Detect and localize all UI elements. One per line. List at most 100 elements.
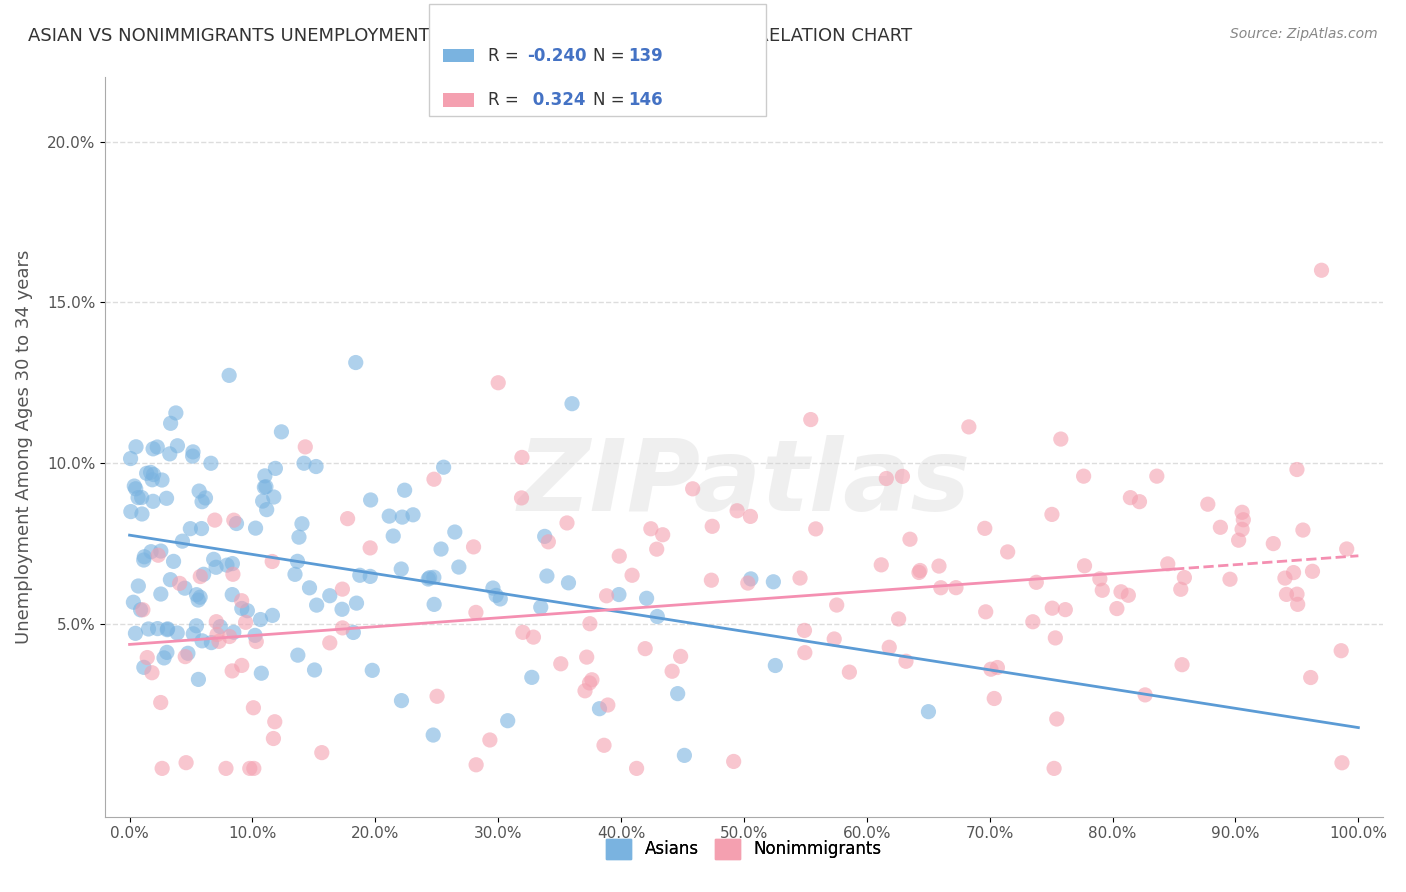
Nonimmigrants <box>1275 587 1298 601</box>
Nonimmigrants <box>1073 469 1095 483</box>
Asians <box>138 622 160 636</box>
Nonimmigrants <box>294 440 316 454</box>
Nonimmigrants <box>174 756 197 770</box>
Asians <box>423 598 446 612</box>
Asians <box>156 622 179 636</box>
Nonimmigrants <box>891 469 914 483</box>
Nonimmigrants <box>205 615 228 629</box>
Nonimmigrants <box>793 624 815 638</box>
Nonimmigrants <box>581 673 603 687</box>
Nonimmigrants <box>149 696 172 710</box>
Nonimmigrants <box>221 664 243 678</box>
Nonimmigrants <box>1073 558 1095 573</box>
Asians <box>149 544 172 558</box>
Asians <box>636 591 658 606</box>
Nonimmigrants <box>174 649 197 664</box>
Nonimmigrants <box>1118 588 1140 602</box>
Asians <box>200 635 222 649</box>
Nonimmigrants <box>1299 671 1322 685</box>
Nonimmigrants <box>1286 598 1309 612</box>
Nonimmigrants <box>311 746 333 760</box>
Asians <box>142 442 165 456</box>
Nonimmigrants <box>997 545 1019 559</box>
Asians <box>349 568 371 582</box>
Asians <box>159 417 181 431</box>
Text: N =: N = <box>593 91 630 109</box>
Asians <box>162 554 184 568</box>
Nonimmigrants <box>1049 432 1071 446</box>
Nonimmigrants <box>215 761 238 775</box>
Nonimmigrants <box>1285 587 1308 601</box>
Nonimmigrants <box>239 761 262 775</box>
Nonimmigrants <box>723 755 745 769</box>
Asians <box>221 588 243 602</box>
Asians <box>172 534 194 549</box>
Asians <box>917 705 939 719</box>
Nonimmigrants <box>1230 505 1253 519</box>
Nonimmigrants <box>262 554 284 568</box>
Asians <box>249 613 271 627</box>
Asians <box>132 553 155 567</box>
Asians <box>153 651 176 665</box>
Nonimmigrants <box>596 698 619 712</box>
Nonimmigrants <box>132 603 155 617</box>
Asians <box>146 622 169 636</box>
Asians <box>489 591 512 606</box>
Asians <box>418 572 440 586</box>
Nonimmigrants <box>1232 513 1254 527</box>
Nonimmigrants <box>319 636 342 650</box>
Nonimmigrants <box>973 521 995 535</box>
Asians <box>419 571 441 585</box>
Asians <box>225 516 247 531</box>
Asians <box>190 522 212 536</box>
Nonimmigrants <box>1157 557 1180 571</box>
Asians <box>389 562 412 576</box>
Nonimmigrants <box>141 665 163 680</box>
Nonimmigrants <box>1170 582 1192 597</box>
Text: Source: ZipAtlas.com: Source: ZipAtlas.com <box>1230 27 1378 41</box>
Nonimmigrants <box>263 714 285 729</box>
Nonimmigrants <box>231 658 253 673</box>
Asians <box>485 588 508 602</box>
Nonimmigrants <box>740 509 762 524</box>
Nonimmigrants <box>928 559 950 574</box>
Nonimmigrants <box>1025 575 1047 590</box>
Nonimmigrants <box>682 482 704 496</box>
Nonimmigrants <box>626 761 648 775</box>
Text: 0.324: 0.324 <box>527 91 586 109</box>
Nonimmigrants <box>222 513 245 527</box>
Nonimmigrants <box>336 511 359 525</box>
Asians <box>288 530 311 544</box>
Asians <box>122 595 145 609</box>
Nonimmigrants <box>1173 570 1195 584</box>
Asians <box>287 554 309 568</box>
Nonimmigrants <box>235 615 257 630</box>
Asians <box>391 693 413 707</box>
Nonimmigrants <box>974 605 997 619</box>
Nonimmigrants <box>1227 533 1250 548</box>
Nonimmigrants <box>1109 584 1132 599</box>
Nonimmigrants <box>875 471 897 485</box>
Asians <box>346 596 368 610</box>
Asians <box>187 673 209 687</box>
Nonimmigrants <box>136 650 159 665</box>
Nonimmigrants <box>725 504 748 518</box>
Nonimmigrants <box>1310 263 1333 277</box>
Asians <box>330 602 353 616</box>
Nonimmigrants <box>1274 571 1296 585</box>
Asians <box>262 608 284 623</box>
Nonimmigrants <box>838 665 860 680</box>
Asians <box>292 456 315 470</box>
Asians <box>166 626 188 640</box>
Nonimmigrants <box>957 420 980 434</box>
Nonimmigrants <box>1105 601 1128 615</box>
Text: R =: R = <box>488 91 524 109</box>
Asians <box>482 581 505 595</box>
Nonimmigrants <box>1263 536 1285 550</box>
Asians <box>263 490 285 504</box>
Asians <box>186 619 208 633</box>
Legend: Asians, Nonimmigrants: Asians, Nonimmigrants <box>598 830 890 867</box>
Nonimmigrants <box>1219 572 1241 586</box>
Asians <box>430 542 453 557</box>
Asians <box>253 468 276 483</box>
